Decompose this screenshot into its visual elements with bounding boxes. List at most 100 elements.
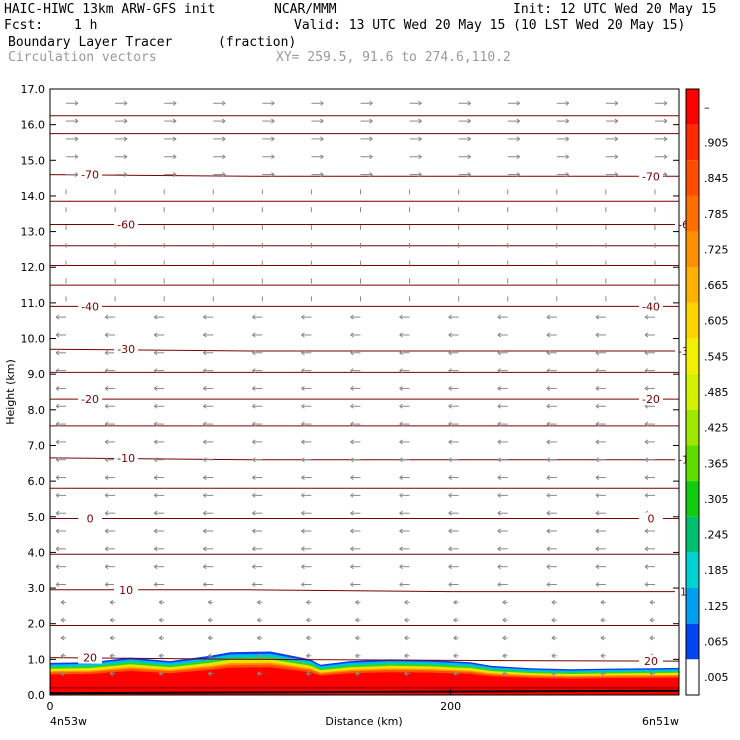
vector-head <box>55 386 60 391</box>
init-time: Init: 12 UTC Wed 20 May 15 <box>513 2 717 17</box>
vector-head <box>252 457 256 463</box>
vector-head <box>252 314 256 320</box>
vector-head <box>551 635 556 641</box>
vector-head <box>55 314 60 320</box>
y-tick-label: 11.0 <box>21 297 46 310</box>
vector-head <box>399 492 403 498</box>
vector-head <box>448 403 452 409</box>
vector-head <box>644 368 649 374</box>
vector-head <box>350 368 354 374</box>
vector-head <box>644 350 649 356</box>
vector-head <box>516 118 521 124</box>
vector-head <box>74 154 79 160</box>
vector-head <box>595 314 600 320</box>
vector-head <box>448 421 452 427</box>
y-tick-label: 4.0 <box>28 546 46 559</box>
vector-head <box>467 118 471 124</box>
vector-head <box>306 653 310 659</box>
contour-label-bg-1-0 <box>114 583 139 596</box>
vector-head <box>600 635 605 641</box>
vector-head <box>252 510 256 516</box>
colorbar-label: .245 <box>704 529 729 542</box>
vector-head <box>153 332 158 338</box>
y-axis-title: Height (km) <box>4 359 17 425</box>
contour-1 <box>50 589 679 593</box>
colorbar-swatch <box>686 659 699 695</box>
vector-head <box>565 118 570 124</box>
vector-head <box>55 546 60 552</box>
vector-head <box>153 582 158 587</box>
vector-head <box>448 314 452 320</box>
contour-label-bg-6-0 <box>78 300 103 313</box>
y-tick-label: 15.0 <box>21 154 46 167</box>
vector-head <box>153 350 158 356</box>
vector-head <box>595 475 600 480</box>
vector-head <box>497 475 502 480</box>
vector-head <box>74 136 79 142</box>
y-tick-label: 13.0 <box>21 226 46 239</box>
vector-head <box>663 136 668 142</box>
vector-head <box>202 350 207 356</box>
vector-head <box>123 172 128 177</box>
contour-3 <box>50 457 679 461</box>
vector-head <box>271 136 275 142</box>
colorbar-label: .185 <box>704 564 729 577</box>
vector-head <box>306 635 310 641</box>
contour-label-bg-4-1 <box>638 393 663 406</box>
vector-head <box>320 172 324 177</box>
vector-head <box>104 457 109 463</box>
vector-head <box>448 350 452 356</box>
vector-head <box>350 546 354 552</box>
vector-head <box>257 653 261 659</box>
y-tick-label: 14.0 <box>21 190 46 203</box>
vector-head <box>271 100 275 106</box>
vector-head <box>453 617 457 623</box>
vector-head <box>74 118 79 124</box>
y-tick-label: 5.0 <box>28 511 46 524</box>
temperature-contours <box>50 115 679 695</box>
vector-head <box>644 546 649 552</box>
colorbar-label: .665 <box>704 279 729 292</box>
vector-head <box>60 635 65 641</box>
vector-head <box>467 136 471 142</box>
vector-head <box>614 172 619 177</box>
vector-head <box>516 136 521 142</box>
colorbar-label: .065 <box>704 636 729 649</box>
field-name: Boundary Layer Tracer <box>8 35 173 50</box>
vector-head <box>252 403 256 409</box>
vector-head <box>404 653 408 659</box>
vector-head <box>207 653 212 659</box>
contour-label-bg-3-0 <box>114 451 139 464</box>
contour-label-6-0: -40 <box>81 300 99 313</box>
vector-head <box>350 332 354 338</box>
vector-head <box>551 617 556 623</box>
vector-head <box>399 564 403 570</box>
vector-legend: Circulation vectors <box>8 50 157 65</box>
contour-8 <box>50 174 679 177</box>
vector-head <box>355 671 359 677</box>
colorbar-swatch <box>686 516 699 553</box>
colorbar-swatch <box>686 445 699 482</box>
contour-label-bg-6-1 <box>638 300 663 313</box>
vector-head <box>221 154 226 160</box>
y-tick-label: 0.0 <box>28 689 46 702</box>
colorbar-swatch <box>686 89 699 125</box>
vector-head <box>306 671 310 677</box>
colorbar-label: .125 <box>704 600 729 613</box>
vector-head <box>221 172 226 177</box>
vector-head <box>257 617 261 623</box>
vector-head <box>448 386 452 391</box>
vector-head <box>546 510 551 516</box>
field-units: (fraction) <box>218 35 297 50</box>
circulation-vectors <box>55 100 668 677</box>
vector-head <box>158 653 163 659</box>
colorbar-swatch <box>686 552 699 589</box>
vector-head <box>644 475 649 480</box>
vector-head <box>546 528 551 534</box>
vector-head <box>350 350 354 356</box>
y-tick-label: 8.0 <box>28 404 46 417</box>
vector-head <box>418 100 422 106</box>
vector-head <box>644 314 649 320</box>
vector-head <box>104 332 109 338</box>
vector-head <box>104 368 109 374</box>
